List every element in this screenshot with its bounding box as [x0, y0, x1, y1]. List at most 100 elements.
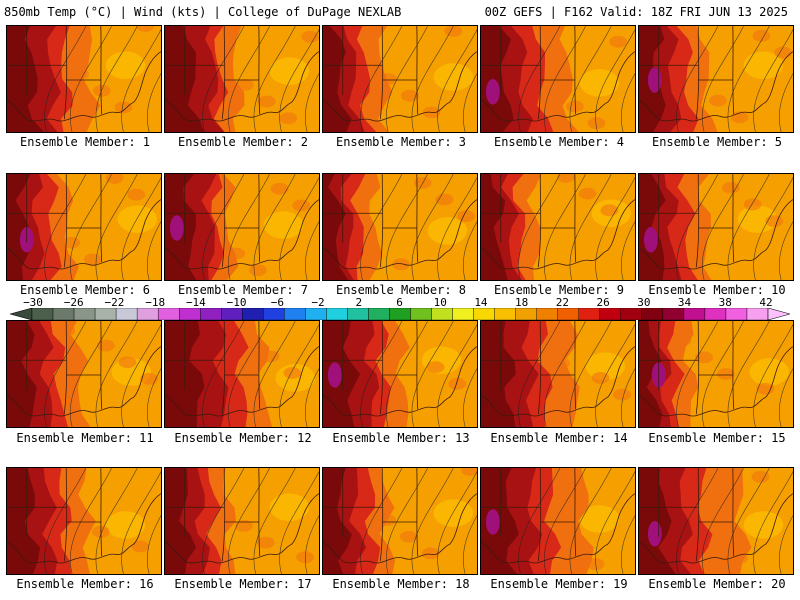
colorbar-tick-label: −22: [104, 296, 125, 309]
ensemble-member-label: Ensemble Member: 13: [332, 431, 470, 445]
colorbar-swatch: [263, 308, 285, 320]
ensemble-map-panel: [638, 25, 794, 133]
colorbar-labels: −30 −26 −22 −18 −14 −10 −6 −2 2 6 10 14 18 22 26 30 34 38…: [0, 296, 800, 309]
ensemble-map-panel: [164, 467, 320, 575]
colorbar-tick-label: −26: [63, 296, 84, 309]
colorbar-right-arrow: [767, 308, 790, 320]
colorbar-tick-label: 22: [555, 296, 569, 309]
colorbar-swatch: [599, 308, 621, 320]
colorbar-swatch: [347, 308, 369, 320]
colorbar-tick-label: 14: [474, 296, 488, 309]
ensemble-member-label: Ensemble Member: 5: [651, 135, 783, 149]
colorbar-swatch: [73, 308, 96, 320]
ensemble-member-label: Ensemble Member: 6: [19, 283, 151, 297]
temperature-map: [323, 468, 477, 574]
colorbar-tick-label: −14: [185, 296, 206, 309]
colorbar-tick-label: 30: [637, 296, 651, 309]
temperature-colorbar: [10, 308, 790, 320]
ensemble-map-panel: [638, 320, 794, 428]
colorbar-swatch: [641, 308, 664, 320]
colorbar-tick-label: 10: [433, 296, 447, 309]
colorbar-swatch: [326, 308, 348, 320]
temperature-map: [481, 174, 635, 280]
colorbar-swatch: [536, 308, 558, 320]
colorbar-swatch: [620, 308, 643, 320]
colorbar-swatch: [578, 308, 600, 320]
temperature-map: [323, 26, 477, 132]
ensemble-map-panel: [322, 173, 478, 281]
ensemble-map-panel: [6, 467, 162, 575]
temperature-map: [165, 468, 319, 574]
ensemble-map-panel: [164, 320, 320, 428]
colorbar-tick-label: 18: [515, 296, 529, 309]
temperature-map: [323, 321, 477, 427]
colorbar-swatch: [136, 308, 159, 320]
temperature-map: [639, 174, 793, 280]
colorbar-swatch: [473, 308, 495, 320]
colorbar-swatch: [725, 308, 748, 320]
colorbar-left-arrow: [10, 308, 33, 320]
colorbar-tick-label: −2: [311, 296, 325, 309]
colorbar-tick-label: 2: [355, 296, 363, 309]
temperature-map: [481, 468, 635, 574]
ensemble-member-label: Ensemble Member: 7: [177, 283, 309, 297]
temperature-map: [165, 321, 319, 427]
colorbar-swatch: [305, 308, 327, 320]
colorbar-tick-label: −6: [270, 296, 284, 309]
temperature-map: [481, 321, 635, 427]
colorbar-swatch: [410, 308, 432, 320]
ensemble-member-label: Ensemble Member: 10: [648, 283, 786, 297]
colorbar-swatch: [452, 308, 474, 320]
ensemble-map-panel: [164, 25, 320, 133]
ensemble-member-label: Ensemble Member: 9: [493, 283, 625, 297]
ensemble-map-panel: [480, 467, 636, 575]
temperature-map: [639, 468, 793, 574]
colorbar-tick-label: 34: [677, 296, 692, 309]
ensemble-map-panel: [6, 173, 162, 281]
ensemble-member-label: Ensemble Member: 20: [648, 577, 786, 591]
colorbar-swatch: [704, 308, 727, 320]
ensemble-map-panel: [164, 173, 320, 281]
temperature-map: [165, 26, 319, 132]
ensemble-map-panel: [638, 173, 794, 281]
ensemble-map-panel: [6, 320, 162, 428]
ensemble-map-panel: [6, 25, 162, 133]
temperature-map: [639, 321, 793, 427]
run-valid-time: 00Z GEFS | F162 Valid: 18Z FRI JUN 13 20…: [484, 5, 788, 19]
colorbar-swatch: [157, 308, 180, 320]
temperature-map: [7, 26, 161, 132]
ensemble-map-panel: [322, 467, 478, 575]
temperature-map: [7, 174, 161, 280]
ensemble-member-label: Ensemble Member: 12: [174, 431, 312, 445]
ensemble-map-panel: [480, 173, 636, 281]
colorbar-swatch: [52, 308, 75, 320]
colorbar-swatch: [431, 308, 453, 320]
ensemble-member-label: Ensemble Member: 16: [16, 577, 154, 591]
ensemble-map-panel: [480, 25, 636, 133]
colorbar-swatch: [746, 308, 769, 320]
colorbar-swatch: [389, 308, 411, 320]
colorbar-tick-label: 38: [718, 296, 732, 309]
ensemble-member-label: Ensemble Member: 1: [19, 135, 151, 149]
ensemble-member-label: Ensemble Member: 8: [335, 283, 467, 297]
ensemble-member-label: Ensemble Member: 17: [174, 577, 312, 591]
colorbar-swatch: [178, 308, 201, 320]
colorbar-swatch: [368, 308, 390, 320]
colorbar-swatch: [115, 308, 138, 320]
colorbar-swatch: [494, 308, 516, 320]
colorbar-swatch: [557, 308, 579, 320]
colorbar-swatch: [94, 308, 117, 320]
colorbar-swatch: [242, 308, 264, 320]
ensemble-member-label: Ensemble Member: 3: [335, 135, 467, 149]
ensemble-map-panel: [480, 320, 636, 428]
colorbar-swatch: [515, 308, 537, 320]
temperature-map: [7, 321, 161, 427]
temperature-map: [323, 174, 477, 280]
ensemble-member-label: Ensemble Member: 15: [648, 431, 786, 445]
temperature-map: [639, 26, 793, 132]
colorbar-tick-label: 26: [596, 296, 610, 309]
ensemble-member-label: Ensemble Member: 4: [493, 135, 625, 149]
ensemble-map-panel: [638, 467, 794, 575]
map-title: 850mb Temp (°C) | Wind (kts) | College o…: [4, 5, 402, 19]
temperature-map: [7, 468, 161, 574]
